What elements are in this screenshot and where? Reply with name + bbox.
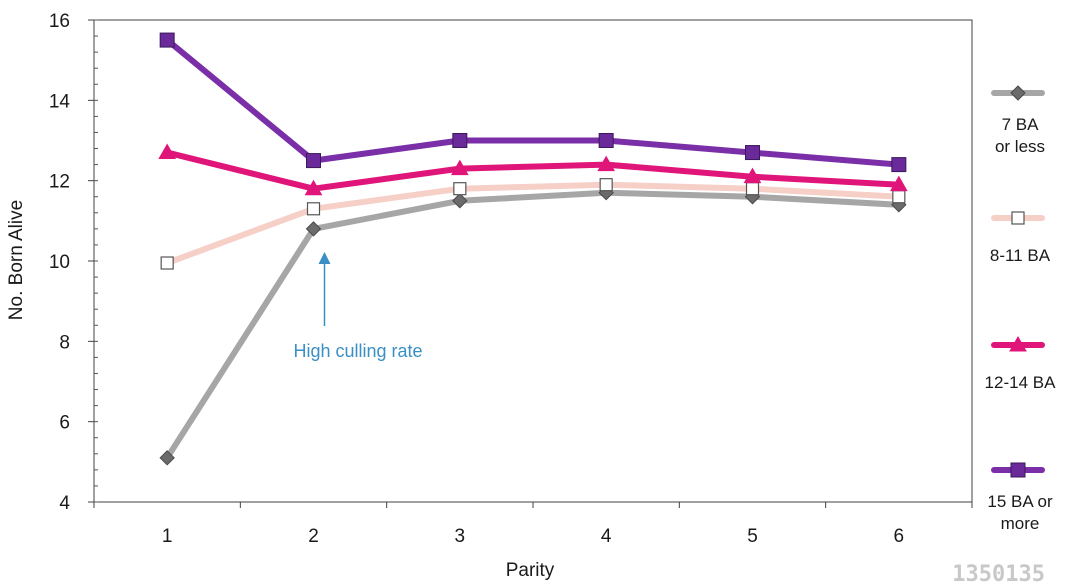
series-line bbox=[164, 181, 902, 266]
legend-label: 7 BA bbox=[1002, 115, 1040, 134]
plot-border bbox=[93, 19, 973, 503]
data-point bbox=[306, 153, 321, 169]
data-point bbox=[889, 175, 908, 192]
data-point bbox=[450, 159, 469, 176]
data-point bbox=[304, 179, 323, 196]
watermark-text: 1350135 bbox=[952, 562, 1045, 586]
y-tick-label: 10 bbox=[49, 252, 70, 273]
y-tick-label: 8 bbox=[59, 332, 70, 353]
x-axis: 1 2 3 4 5 6 bbox=[93, 502, 973, 547]
x-tick-label: 3 bbox=[455, 526, 466, 547]
annotation-arrowhead bbox=[318, 252, 331, 264]
y-tick-label: 6 bbox=[59, 413, 70, 434]
legend-label: 15 BA or bbox=[987, 492, 1053, 511]
legend-marker bbox=[1010, 85, 1026, 101]
legend-label: 12-14 BA bbox=[985, 373, 1057, 392]
data-point bbox=[452, 193, 468, 209]
data-point bbox=[598, 133, 614, 148]
x-tick-label: 6 bbox=[894, 526, 905, 547]
data-point bbox=[159, 32, 175, 48]
legend-label: 8-11 BA bbox=[990, 246, 1051, 265]
series-line bbox=[164, 189, 902, 461]
data-point bbox=[306, 202, 321, 216]
data-point bbox=[158, 143, 177, 160]
series-line bbox=[164, 149, 902, 192]
plot-frame bbox=[93, 19, 973, 503]
legend-label: or less bbox=[995, 137, 1045, 156]
data-point bbox=[597, 155, 616, 172]
y-tick-label: 12 bbox=[49, 172, 70, 193]
data-point bbox=[160, 256, 174, 270]
x-tick-label: 4 bbox=[601, 526, 612, 547]
legend-marker bbox=[1010, 462, 1026, 478]
data-point bbox=[743, 167, 762, 184]
y-axis: 4 6 8 10 12 14 16 bbox=[49, 11, 98, 514]
x-axis-title: Parity bbox=[506, 560, 555, 581]
legend-marker bbox=[1009, 335, 1027, 352]
data-point bbox=[745, 145, 760, 161]
y-axis-title: No. Born Alive bbox=[6, 200, 27, 320]
y-tick-label: 14 bbox=[49, 91, 71, 112]
annotation: High culling rate bbox=[293, 252, 423, 361]
data-point bbox=[891, 157, 907, 173]
data-point bbox=[159, 450, 175, 466]
legend-label: more bbox=[1001, 514, 1040, 533]
x-tick-label: 1 bbox=[162, 526, 173, 547]
series-line bbox=[164, 37, 902, 168]
legend: 7 BA or less 8-11 BA 12-14 BA 15 BA or more bbox=[985, 85, 1057, 533]
data-point bbox=[453, 182, 467, 196]
data-point bbox=[305, 221, 322, 237]
series-markers bbox=[158, 32, 908, 466]
y-tick-label: 4 bbox=[59, 493, 70, 514]
data-point bbox=[745, 182, 760, 196]
data-point bbox=[452, 133, 468, 148]
data-point bbox=[599, 178, 613, 192]
x-tick-label: 5 bbox=[747, 526, 758, 547]
series-lines bbox=[164, 37, 902, 461]
legend-marker bbox=[1011, 211, 1025, 225]
y-tick-label: 16 bbox=[49, 11, 70, 32]
annotation-text: High culling rate bbox=[293, 341, 422, 361]
data-point bbox=[892, 190, 906, 204]
x-tick-label: 2 bbox=[308, 526, 319, 547]
